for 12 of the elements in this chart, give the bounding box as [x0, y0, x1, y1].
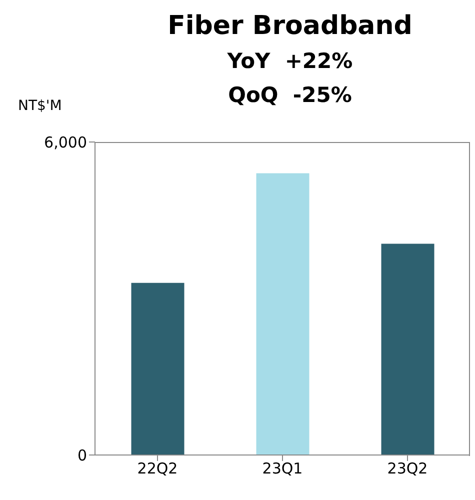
y-tick-label: 0	[77, 446, 87, 464]
y-tick-label: 6,000	[44, 133, 87, 152]
bar	[381, 244, 434, 455]
chart-subtitle: YoY +22%	[226, 48, 354, 75]
x-tick-label: 23Q1	[262, 460, 303, 478]
y-axis-title: NT$'M	[18, 98, 62, 114]
x-tick-label: 23Q2	[387, 460, 428, 478]
chart-title: Fiber Broadband	[166, 10, 414, 43]
x-tick-label: 22Q2	[137, 460, 178, 478]
bar	[131, 282, 184, 455]
bar	[256, 173, 310, 455]
text: QoQ -25%	[227, 82, 353, 109]
